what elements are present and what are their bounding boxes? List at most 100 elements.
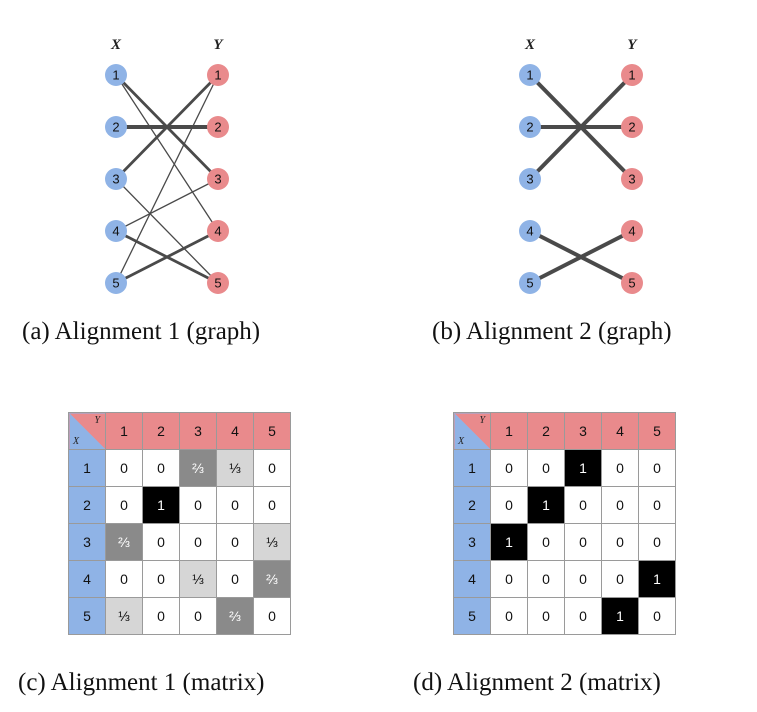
graph-b-x-node-2 xyxy=(519,116,541,138)
graph-a-x-node-label-5: 5 xyxy=(112,276,119,291)
matrix-d-cell-4-5: 1 xyxy=(638,560,676,598)
matrix-c-col-header-1: 1 xyxy=(105,412,143,450)
matrix-d-cell-3-3: 0 xyxy=(564,523,602,561)
graph-a-y-node-label-2: 2 xyxy=(214,120,221,135)
matrix-d-cell-1-2: 0 xyxy=(527,449,565,487)
matrix-d-row-header-2: 2 xyxy=(453,486,491,524)
graph-b-y-node-label-1: 1 xyxy=(628,68,635,83)
graph-a-edge-1-4 xyxy=(115,74,219,232)
matrix-d-cell-2-2: 1 xyxy=(527,486,565,524)
graph-a-edge-5-1 xyxy=(115,74,219,284)
graph-b-y-node-label-5: 5 xyxy=(628,276,635,291)
graph-a-x-node-5 xyxy=(105,272,127,294)
matrix-d-row-header-1: 1 xyxy=(453,449,491,487)
matrix-d-cell-2-4: 0 xyxy=(601,486,639,524)
graph-a-y-node-5 xyxy=(207,272,229,294)
graph-b-y-axis-label: Y xyxy=(627,37,638,53)
graph-b-y-node-5 xyxy=(621,272,643,294)
matrix-c-cell-5-2: 0 xyxy=(142,597,180,635)
graph-b-y-node-2 xyxy=(621,116,643,138)
graph-a-y-node-1 xyxy=(207,64,229,86)
graph-a-y-node-label-5: 5 xyxy=(214,276,221,291)
matrix-c-row-header-1: 1 xyxy=(68,449,106,487)
matrix-c-row-header-4: 4 xyxy=(68,560,106,598)
matrix-c-cell-5-1: ⅓ xyxy=(105,597,143,635)
matrix-c-cell-4-5: ⅔ xyxy=(253,560,291,598)
matrix-c-corner-y-label: Y xyxy=(94,415,100,426)
matrix-c-col-header-2: 2 xyxy=(142,412,180,450)
matrix-c-cell-4-2: 0 xyxy=(142,560,180,598)
graph-a-edge-3-1 xyxy=(114,73,220,181)
matrix-d-cell-1-1: 0 xyxy=(490,449,528,487)
graph-b-x-node-label-3: 3 xyxy=(526,172,533,187)
matrix-d-cell-1-3: 1 xyxy=(564,449,602,487)
matrix-d-cell-4-2: 0 xyxy=(527,560,565,598)
graph-a-y-axis-label: Y xyxy=(213,37,224,53)
graph-b-panel: X Y 1 1 2 2 3 3 4 4 5 5 xyxy=(474,25,757,325)
graph-b-x-node-label-1: 1 xyxy=(526,68,533,83)
graph-b-x-node-label-5: 5 xyxy=(526,276,533,291)
matrix-d-corner-y-label: Y xyxy=(479,415,485,426)
matrix-c-cell-5-4: ⅔ xyxy=(216,597,254,635)
graph-a-y-node-label-3: 3 xyxy=(214,172,221,187)
matrix-d-cell-4-4: 0 xyxy=(601,560,639,598)
matrix-c-cell-1-2: 0 xyxy=(142,449,180,487)
graph-a-edge-3-5 xyxy=(115,178,219,284)
matrix-c-cell-2-5: 0 xyxy=(253,486,291,524)
graph-b-y-node-3 xyxy=(621,168,643,190)
matrix-c-corner-x-label: X xyxy=(73,436,80,447)
caption-a: (a) Alignment 1 (graph) xyxy=(22,318,261,345)
graph-b-y-node-4 xyxy=(621,220,643,242)
matrix-d-cell-1-5: 0 xyxy=(638,449,676,487)
graph-b-y-node-1 xyxy=(621,64,643,86)
graph-a-x-node-1 xyxy=(105,64,127,86)
graph-a-x-node-3 xyxy=(105,168,127,190)
matrix-d-col-header-1: 1 xyxy=(490,412,528,450)
matrix-d-cell-5-2: 0 xyxy=(527,597,565,635)
graph-b-x-node-3 xyxy=(519,168,541,190)
graph-b-y-node-label-2: 2 xyxy=(628,120,635,135)
graph-a: X Y 1 1 2 2 3 3 4 4 5 5 xyxy=(105,37,229,294)
graph-a-y-node-2 xyxy=(207,116,229,138)
matrix-c-cell-2-3: 0 xyxy=(179,486,217,524)
matrix-d-cell-2-5: 0 xyxy=(638,486,676,524)
graph-a-x-node-4 xyxy=(105,220,127,242)
graph-b-edge-3-1 xyxy=(528,73,634,181)
matrix-c-row-header-3: 3 xyxy=(68,523,106,561)
matrix-c-cell-1-5: 0 xyxy=(253,449,291,487)
matrix-c-cell-4-4: 0 xyxy=(216,560,254,598)
matrix-c-cell-5-3: 0 xyxy=(179,597,217,635)
matrix-d-cell-5-3: 0 xyxy=(564,597,602,635)
matrix-c-col-header-4: 4 xyxy=(216,412,254,450)
graph-a-x-node-label-3: 3 xyxy=(112,172,119,187)
graph-b-x-node-label-2: 2 xyxy=(526,120,533,135)
graph-b-y-node-label-3: 3 xyxy=(628,172,635,187)
matrix-c-cell-1-3: ⅔ xyxy=(179,449,217,487)
graph-b-x-node-label-4: 4 xyxy=(526,224,533,239)
graph-b: X Y 1 1 2 2 3 3 4 4 5 5 xyxy=(519,37,643,294)
graph-a-y-node-label-1: 1 xyxy=(214,68,221,83)
matrix-d-cell-3-2: 0 xyxy=(527,523,565,561)
matrix-d-corner-x-label: X xyxy=(458,436,465,447)
graph-b-y-node-label-4: 4 xyxy=(628,224,635,239)
graph-a-y-node-label-4: 4 xyxy=(214,224,221,239)
matrix-d-col-header-4: 4 xyxy=(601,412,639,450)
graph-a-x-node-2 xyxy=(105,116,127,138)
matrix-c-cell-3-2: 0 xyxy=(142,523,180,561)
matrix-c-row-header-2: 2 xyxy=(68,486,106,524)
matrix-c-cell-2-4: 0 xyxy=(216,486,254,524)
matrix-d-row-header-4: 4 xyxy=(453,560,491,598)
matrix-d-col-header-3: 3 xyxy=(564,412,602,450)
graph-a-x-axis-label: X xyxy=(110,37,122,53)
graph-a-x-node-label-1: 1 xyxy=(112,68,119,83)
matrix-d-cell-3-4: 0 xyxy=(601,523,639,561)
matrix-c-cell-4-3: ⅓ xyxy=(179,560,217,598)
matrix-d-col-header-5: 5 xyxy=(638,412,676,450)
graph-b-x-node-4 xyxy=(519,220,541,242)
matrix-c-cell-3-4: 0 xyxy=(216,523,254,561)
matrix-c-col-header-3: 3 xyxy=(179,412,217,450)
matrix-d-cell-1-4: 0 xyxy=(601,449,639,487)
matrix-c-cell-4-1: 0 xyxy=(105,560,143,598)
